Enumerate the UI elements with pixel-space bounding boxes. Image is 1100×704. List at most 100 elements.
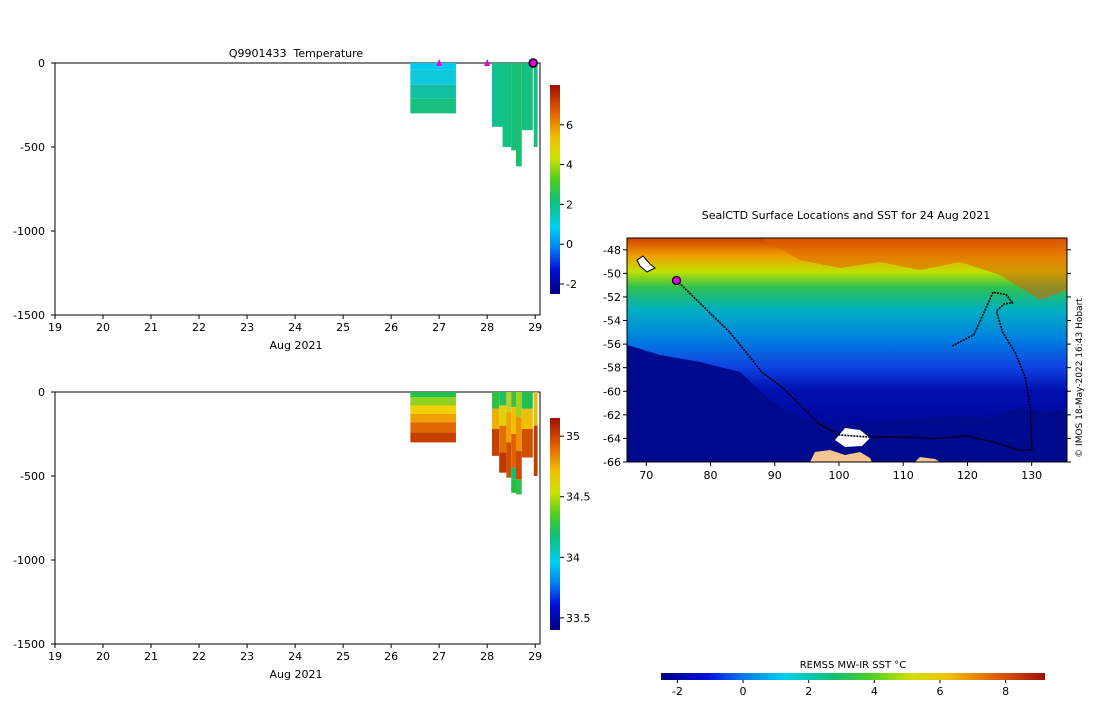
colorbar-tick-label: 6 <box>566 119 573 132</box>
map-x-tick-label: 100 <box>828 469 849 482</box>
profile-band <box>511 479 516 493</box>
profile-band <box>521 428 533 458</box>
profile-band <box>515 479 522 495</box>
salinity-x-axis: 19 20 21 22 23 24 25 26 27 28 29 <box>48 644 542 663</box>
map-x-tick-label: 130 <box>1021 469 1042 482</box>
temperature-profiles <box>410 63 538 167</box>
x-tick-label: 28 <box>480 650 494 663</box>
profile-band <box>410 397 456 406</box>
map-y-tick-label: -64 <box>603 432 621 445</box>
profile-band <box>533 392 538 426</box>
antarctic-coast <box>810 450 940 462</box>
y-tick-label: -500 <box>20 470 45 483</box>
profile-band <box>499 405 507 426</box>
profile-band <box>511 63 516 151</box>
x-tick-label: 20 <box>96 650 110 663</box>
salinity-panel: 0 -500 -1000 -1500 19 20 21 22 23 24 25 26 27 28 29 A… <box>13 386 590 681</box>
warm-north-region <box>760 238 1067 300</box>
y-tick-label: -1500 <box>13 309 45 322</box>
map-x-tick-label: 120 <box>957 469 978 482</box>
x-tick-label: 27 <box>432 650 446 663</box>
colorbar-tick-label: 0 <box>566 238 573 251</box>
profile-band <box>410 98 456 114</box>
profile-band <box>521 392 533 409</box>
profile-marker <box>436 59 443 66</box>
x-tick-label: 24 <box>288 321 302 334</box>
profile-band <box>410 392 456 398</box>
sst-colorbar-label: REMSS MW-IR SST °C <box>800 660 907 671</box>
map-y-axis: -48 -50 -52 -54 -56 -58 -60 -62 -64 -66 <box>603 244 1071 469</box>
x-tick-label: 21 <box>144 650 158 663</box>
temperature-panel: Q9901433 Temperature 0 -500 -1000 -1500 19 2… <box>13 47 577 352</box>
profile-band <box>521 63 533 131</box>
profile-band <box>511 407 516 434</box>
colorbar-tick-label: 35 <box>566 430 580 443</box>
profile-band <box>515 63 522 167</box>
colorbar-tick-label: 34.5 <box>566 491 591 504</box>
profile-band <box>506 412 512 443</box>
sst-colorbar <box>661 673 1045 680</box>
profile-band <box>410 405 456 414</box>
map-y-tick-label: -62 <box>603 409 621 422</box>
profile-band <box>515 450 522 480</box>
profile-marker <box>484 59 491 66</box>
imos-credit: © IMOS 18-May-2022 16:43 Hobart <box>1075 298 1085 458</box>
map-x-tick-label: 80 <box>704 469 718 482</box>
y-tick-label: -1500 <box>13 638 45 651</box>
colorbar-tick-label: 4 <box>566 159 573 172</box>
x-tick-label: 19 <box>48 321 62 334</box>
x-tick-label: 20 <box>96 321 110 334</box>
profile-band <box>511 467 516 480</box>
temperature-colorbar-ticks: -2 0 2 4 6 <box>560 119 577 291</box>
sst-colorbar-tick-label: 4 <box>871 685 878 698</box>
x-tick-label: 28 <box>480 321 494 334</box>
map-y-tick-label: -56 <box>603 338 621 351</box>
colorbar-tick-label: 33.5 <box>566 612 591 625</box>
profile-band <box>499 452 507 473</box>
map-y-tick-label: -54 <box>603 315 621 328</box>
colorbar-tick-label: -2 <box>566 278 577 291</box>
salinity-plot-frame <box>54 391 541 645</box>
temperature-xlabel: Aug 2021 <box>270 339 323 352</box>
x-tick-label: 25 <box>336 650 350 663</box>
x-tick-label: 27 <box>432 321 446 334</box>
y-tick-label: 0 <box>38 386 45 399</box>
profile-band <box>410 69 456 85</box>
profile-band <box>491 392 500 409</box>
x-tick-label: 22 <box>192 321 206 334</box>
map-title: SealCTD Surface Locations and SST for 24… <box>702 209 991 222</box>
kerguelen-island <box>636 255 656 273</box>
sst-colorbar-tick-label: -2 <box>672 685 683 698</box>
salinity-y-axis: 0 -500 -1000 -1500 <box>13 386 55 651</box>
sea-ice-region <box>627 345 1067 462</box>
x-tick-label: 22 <box>192 650 206 663</box>
profile-band <box>491 428 500 456</box>
profile-band <box>491 408 500 429</box>
map-x-tick-label: 110 <box>893 469 914 482</box>
profile-band <box>511 434 516 468</box>
profile-band <box>533 63 538 147</box>
y-tick-label: -1000 <box>13 225 45 238</box>
ice-shelf <box>835 428 870 447</box>
profile-band <box>410 84 456 99</box>
x-tick-label: 26 <box>384 321 398 334</box>
profile-band <box>410 413 456 423</box>
y-tick-label: -1000 <box>13 554 45 567</box>
profile-band <box>499 392 507 406</box>
x-tick-label: 25 <box>336 321 350 334</box>
map-x-tick-label: 90 <box>768 469 782 482</box>
temperature-title: Q9901433 Temperature <box>229 47 364 60</box>
x-tick-label: 19 <box>48 650 62 663</box>
profile-band <box>499 425 507 453</box>
profile-markers <box>436 58 538 68</box>
salinity-profiles <box>410 392 538 495</box>
profile-band <box>533 425 538 476</box>
x-tick-label: 21 <box>144 321 158 334</box>
map-x-axis: 70 80 90 100 110 120 130 <box>639 462 1042 482</box>
temperature-y-axis: 0 -500 -1000 -1500 <box>13 57 55 322</box>
sst-colorbar-tick-label: 6 <box>936 685 943 698</box>
sst-colorbar-ticks: -2 0 2 4 6 8 <box>672 680 1009 698</box>
salinity-xlabel: Aug 2021 <box>270 668 323 681</box>
